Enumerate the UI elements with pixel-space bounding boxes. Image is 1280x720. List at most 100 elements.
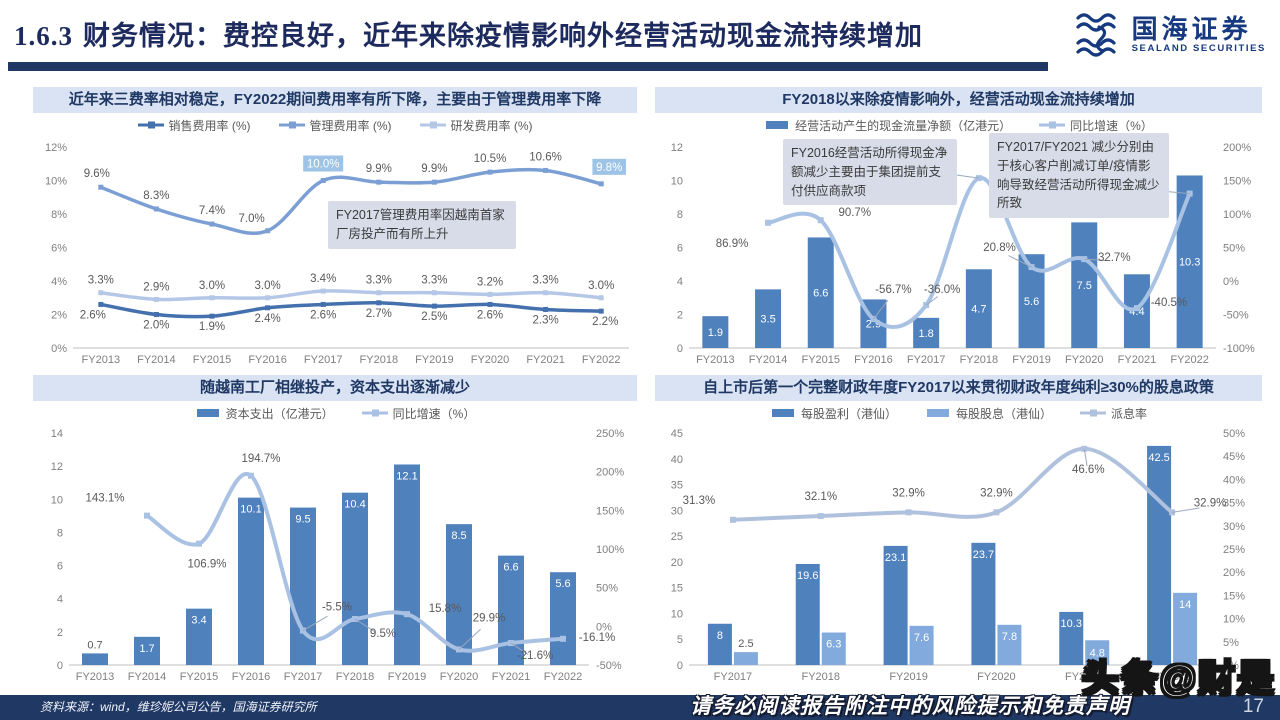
svg-text:FY2022: FY2022	[1170, 354, 1209, 366]
svg-text:2.6%: 2.6%	[80, 309, 106, 321]
svg-text:2: 2	[57, 627, 63, 639]
svg-text:7.6: 7.6	[914, 632, 929, 644]
svg-text:30%: 30%	[1223, 521, 1245, 533]
svg-text:14: 14	[51, 428, 63, 440]
legend-label: 经营活动产生的现金流量净额（亿港元）	[795, 118, 1012, 133]
svg-text:1.7: 1.7	[139, 643, 154, 655]
panel-expense-ratio: 近年来三费率相对稳定，FY2022期间费用率有所下降，主要由于管理费用率下降 销…	[33, 87, 637, 370]
dividend-combo-chart: 0 5 10 15 20 25 30 35 40 45 0% 5% 10% 15% 20% 25% 30% 35%…	[671, 428, 1245, 683]
svg-text:8.5: 8.5	[451, 530, 466, 542]
svg-text:2.6%: 2.6%	[310, 309, 336, 321]
svg-text:-100%: -100%	[1223, 343, 1255, 355]
svg-text:FY2014: FY2014	[137, 354, 176, 366]
chart-title-capex: 随越南工厂相继投产，资本支出逐渐减少	[33, 375, 637, 401]
svg-text:FY2020: FY2020	[977, 671, 1016, 683]
brand-name: 国海证券 SEALAND SECURITIES	[1132, 15, 1266, 54]
svg-text:90.7%: 90.7%	[838, 207, 871, 219]
svg-text:10.1: 10.1	[240, 504, 261, 516]
svg-text:9.9%: 9.9%	[366, 163, 392, 175]
svg-text:FY2019: FY2019	[1012, 354, 1051, 366]
capex-combo-chart: 0 2 4 6 8 10 12 14 -50% 0% 50% 100% 150% 200% 250% FY20…	[51, 428, 625, 683]
legend-label: 管理费用率 (%)	[309, 118, 392, 133]
svg-text:10: 10	[671, 176, 683, 188]
legend-label: 销售费用率 (%)	[168, 118, 251, 133]
svg-text:FY2019: FY2019	[388, 671, 427, 683]
svg-text:4%: 4%	[51, 276, 67, 288]
svg-text:FY2014: FY2014	[128, 671, 167, 683]
svg-text:1.9: 1.9	[708, 327, 723, 339]
watermark: 头条@财是	[1081, 657, 1276, 700]
svg-text:10: 10	[671, 608, 683, 620]
svg-text:FY2022: FY2022	[544, 671, 583, 683]
svg-text:200%: 200%	[596, 467, 624, 479]
svg-text:FY2016: FY2016	[232, 671, 271, 683]
svg-text:3.3%: 3.3%	[88, 275, 114, 287]
cashflow-combo-chart: 0 2 4 6 8 10 12 -100% -50% 0% 50% 100% 150% 200% FY201…	[671, 142, 1255, 366]
legend-label: 资本支出（亿港元）	[225, 406, 334, 421]
svg-text:6.6: 6.6	[813, 288, 828, 300]
svg-text:2.2%: 2.2%	[592, 316, 618, 328]
svg-text:FY2014: FY2014	[749, 354, 788, 366]
svg-text:143.1%: 143.1%	[85, 493, 124, 505]
legend-item: 同比增速（%）	[361, 405, 476, 422]
svg-text:-56.7%: -56.7%	[875, 284, 911, 296]
svg-text:9.8%: 9.8%	[596, 162, 622, 174]
svg-text:-5.5%: -5.5%	[322, 602, 352, 614]
svg-text:9.6%: 9.6%	[84, 168, 110, 180]
legend-item: 资本支出（亿港元）	[195, 405, 334, 422]
svg-text:FY2022: FY2022	[582, 354, 621, 366]
svg-text:50%: 50%	[1223, 428, 1245, 440]
svg-text:10.3: 10.3	[1061, 618, 1082, 630]
svg-text:8: 8	[57, 527, 63, 539]
svg-text:FY2017: FY2017	[714, 671, 753, 683]
svg-text:FY2021: FY2021	[1065, 671, 1104, 683]
legend-item: 研发费用率 (%)	[419, 117, 533, 134]
svg-text:FY2013: FY2013	[696, 354, 735, 366]
page-number: 17	[1242, 696, 1264, 717]
disclaimer-text: 请务必阅读报告附注中的风险提示和免责声明	[690, 695, 1130, 718]
svg-text:0%: 0%	[596, 621, 612, 633]
svg-text:5%: 5%	[1223, 637, 1239, 649]
source-note: 资料来源：wind，维珍妮公司公告，国海证券研究所	[40, 700, 317, 714]
legend-label: 同比增速（%）	[1070, 118, 1153, 133]
svg-text:FY2015: FY2015	[180, 671, 219, 683]
svg-text:10.5%: 10.5%	[474, 153, 507, 165]
panel-dividend: 自上市后第一个完整财政年度FY2017以来贯彻财政年度纯利≥30%的股息政策 每…	[655, 375, 1262, 687]
svg-text:15.8%: 15.8%	[429, 603, 462, 615]
svg-text:40: 40	[671, 454, 683, 466]
legend-cashflow: 经营活动产生的现金流量净额（亿港元） 同比增速（%）	[655, 113, 1262, 137]
title-divider	[8, 62, 1048, 71]
brand-logo: 国海证券 SEALAND SECURITIES	[1074, 10, 1266, 60]
svg-text:2.5: 2.5	[738, 638, 753, 650]
svg-text:FY2013: FY2013	[82, 354, 121, 366]
svg-text:4: 4	[57, 594, 63, 606]
svg-text:FY2015: FY2015	[193, 354, 232, 366]
chart-title-expense-ratio: 近年来三费率相对稳定，FY2022期间费用率有所下降，主要由于管理费用率下降	[33, 87, 637, 113]
svg-text:FY2017: FY2017	[304, 354, 343, 366]
svg-text:10%: 10%	[1223, 614, 1245, 626]
legend-label: 同比增速（%）	[392, 406, 476, 421]
svg-text:4.8: 4.8	[1090, 648, 1105, 660]
svg-text:2.0%: 2.0%	[143, 320, 169, 332]
legend-expense-ratio: 销售费用率 (%) 管理费用率 (%) 研发费用率 (%)	[33, 113, 637, 137]
sealand-logo-icon	[1076, 13, 1116, 57]
svg-text:19.6: 19.6	[797, 570, 818, 582]
svg-text:4.7: 4.7	[971, 304, 986, 316]
svg-text:35%: 35%	[1223, 498, 1245, 510]
svg-text:15: 15	[671, 583, 683, 595]
svg-text:2.7%: 2.7%	[366, 308, 392, 320]
svg-text:20%: 20%	[1223, 567, 1245, 579]
svg-text:86.9%: 86.9%	[716, 238, 749, 250]
svg-text:8: 8	[717, 630, 723, 642]
svg-text:32.7%: 32.7%	[1098, 252, 1131, 264]
svg-text:0%: 0%	[1223, 276, 1239, 288]
svg-text:2%: 2%	[51, 310, 67, 322]
svg-text:10%: 10%	[45, 176, 67, 188]
annotation-admin-expense: FY2017管理费用率因越南首家厂房投产而有所上升	[328, 201, 516, 249]
svg-text:12: 12	[671, 142, 683, 154]
svg-text:6.3: 6.3	[826, 639, 841, 651]
svg-text:194.7%: 194.7%	[241, 453, 280, 465]
legend-item: 每股股息（港仙）	[925, 405, 1052, 422]
svg-text:6: 6	[677, 243, 683, 255]
